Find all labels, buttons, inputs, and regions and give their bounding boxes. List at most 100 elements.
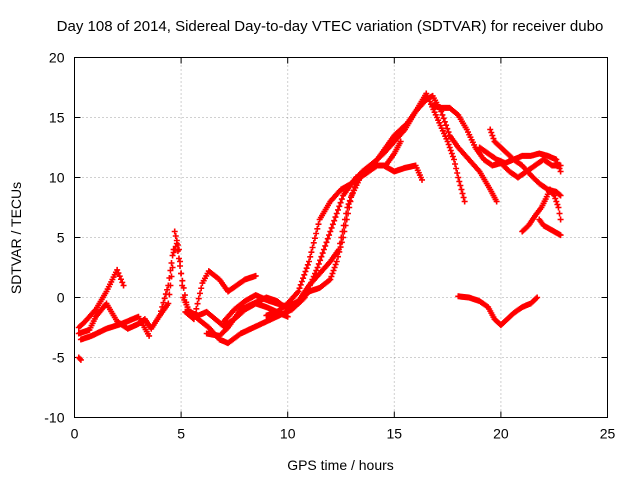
data-point xyxy=(162,291,169,298)
data-point xyxy=(160,299,167,306)
data-point xyxy=(284,313,291,320)
data-point xyxy=(171,228,178,235)
data-point xyxy=(328,273,335,280)
series-track-15 xyxy=(75,354,84,363)
data-point xyxy=(194,300,201,307)
data-point xyxy=(493,198,500,205)
data-point xyxy=(165,300,172,307)
data-point xyxy=(445,129,452,136)
data-point xyxy=(329,270,336,277)
data-point xyxy=(192,310,199,317)
y-tick-label: 20 xyxy=(49,50,65,66)
data-point xyxy=(490,135,497,142)
data-point xyxy=(331,264,338,271)
data-point xyxy=(439,111,446,118)
data-point xyxy=(327,228,334,235)
data-point xyxy=(324,235,331,242)
data-point xyxy=(397,138,404,145)
series-track-3 xyxy=(75,228,291,337)
data-point xyxy=(345,201,352,208)
data-point xyxy=(170,249,177,256)
data-point xyxy=(306,258,313,265)
data-point xyxy=(555,162,562,169)
data-point xyxy=(326,232,333,239)
data-point xyxy=(326,277,333,284)
data-point xyxy=(556,165,563,172)
data-point xyxy=(327,276,334,283)
series-track-12 xyxy=(536,216,564,239)
data-point xyxy=(457,182,464,189)
data-point xyxy=(193,305,200,312)
data-point xyxy=(338,196,345,203)
data-point xyxy=(117,276,124,283)
data-point xyxy=(555,204,562,211)
series-track-4 xyxy=(156,90,468,347)
data-point xyxy=(318,253,325,260)
data-point xyxy=(304,261,311,268)
x-tick-label: 25 xyxy=(600,426,616,442)
x-tick-label: 0 xyxy=(71,426,79,442)
tick-labels: 0 5 10 15 20 25 -10 -5 0 5 10 15 20 xyxy=(44,50,615,442)
data-point xyxy=(336,203,343,210)
data-point xyxy=(314,225,321,232)
data-point xyxy=(315,221,322,228)
data-point xyxy=(120,282,127,289)
data-point xyxy=(454,170,461,176)
data-point xyxy=(310,239,317,246)
series-track-7 xyxy=(220,162,426,325)
data-point xyxy=(303,265,310,272)
data-point xyxy=(335,246,342,253)
data-point xyxy=(551,192,558,199)
data-point xyxy=(168,260,175,266)
data-point xyxy=(444,125,451,132)
data-point xyxy=(534,294,541,301)
data-point xyxy=(328,224,335,231)
data-point xyxy=(116,273,123,280)
data-point xyxy=(311,235,318,242)
data-point xyxy=(300,275,307,282)
data-point xyxy=(459,190,466,197)
data-point xyxy=(77,356,84,363)
data-point xyxy=(552,195,559,202)
data-point xyxy=(333,210,340,217)
x-axis-label: GPS time / hours xyxy=(287,457,394,473)
data-point xyxy=(146,332,153,339)
data-point xyxy=(166,275,173,281)
data-point xyxy=(161,295,168,302)
data-point xyxy=(167,267,174,274)
data-point xyxy=(456,178,463,185)
x-tick-label: 15 xyxy=(387,426,403,442)
data-point xyxy=(337,199,344,206)
data-point xyxy=(333,258,340,265)
data-point xyxy=(198,285,205,292)
data-point xyxy=(554,159,561,166)
data-point xyxy=(446,144,453,151)
data-point xyxy=(175,255,182,262)
data-point xyxy=(452,161,459,167)
data-point xyxy=(556,210,563,217)
data-point xyxy=(346,197,353,204)
data-point xyxy=(443,122,450,129)
data-point xyxy=(295,288,302,295)
data-point xyxy=(196,290,203,297)
data-point xyxy=(308,249,315,256)
data-point xyxy=(174,248,181,254)
x-tick-label: 20 xyxy=(493,426,509,442)
y-tick-label: 0 xyxy=(57,290,65,306)
y-axis-label: SDTVAR / TECUs xyxy=(8,181,24,295)
data-point xyxy=(173,240,180,247)
data-point xyxy=(165,282,172,289)
data-point xyxy=(323,239,330,246)
data-point xyxy=(172,243,179,250)
data-point xyxy=(339,228,346,235)
data-point xyxy=(159,303,166,310)
data-point xyxy=(317,257,324,264)
data-point xyxy=(181,292,188,299)
data-point xyxy=(461,198,468,205)
data-point xyxy=(458,186,465,193)
data-point xyxy=(487,126,494,133)
data-point xyxy=(320,246,327,253)
data-point xyxy=(553,156,560,163)
data-point xyxy=(164,286,171,293)
data-point xyxy=(169,252,176,259)
